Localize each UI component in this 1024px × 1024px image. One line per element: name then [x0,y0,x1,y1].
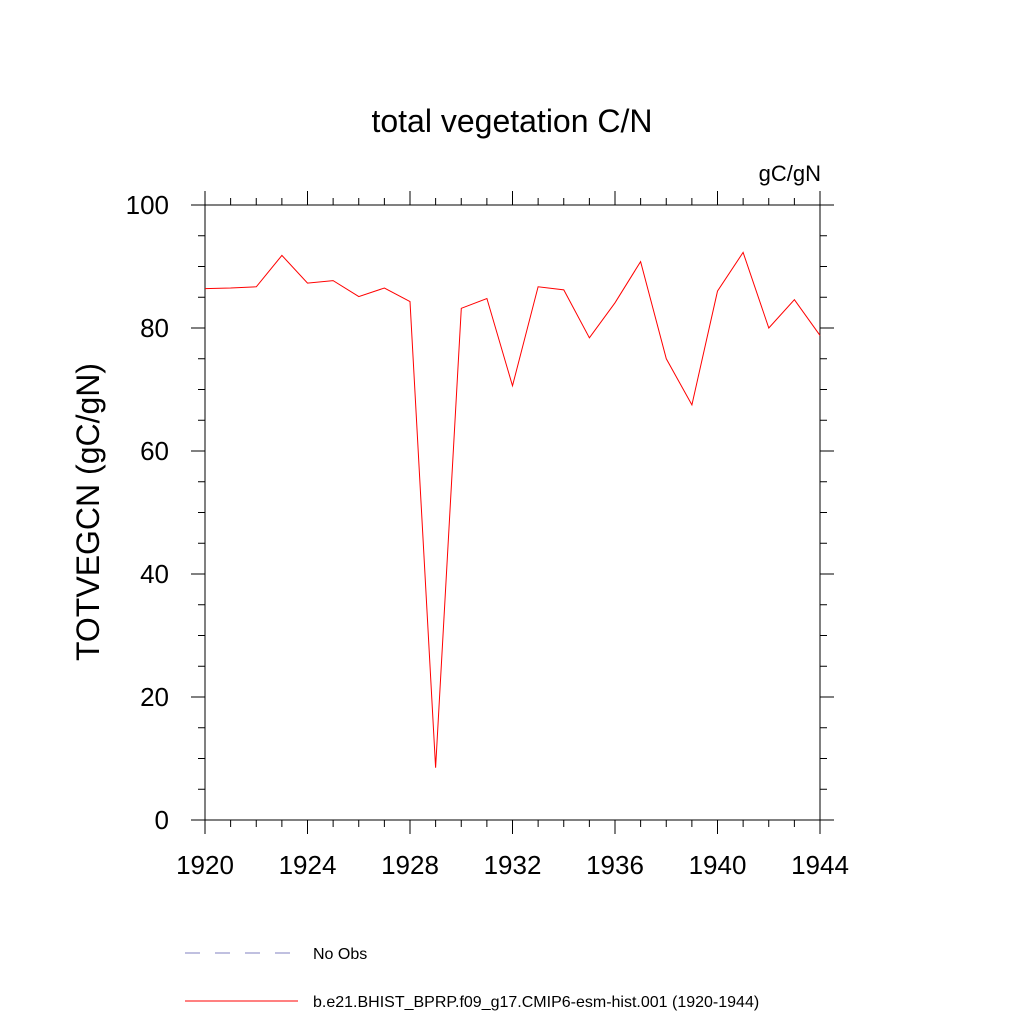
legend-label-0: No Obs [313,946,367,963]
y-axis-label: TOTVEGCN (gC/gN) [70,363,106,661]
x-tick-label: 1932 [484,850,542,880]
x-tick-label: 1944 [791,850,849,880]
y-tick-label: 80 [140,313,169,343]
series-line-0 [204,251,821,768]
axes: 1920 1924 1928 1932 1936 1940 1944 0 20 40 60 80 100 [126,190,849,880]
chart-title: total vegetation C/N [371,103,652,139]
x-tick-label: 1928 [381,850,439,880]
x-tick-label: 1936 [586,850,644,880]
units-label: gC/gN [759,161,821,186]
y-tick-label: 20 [140,682,169,712]
x-tick-label: 1940 [689,850,747,880]
legend: No Obs b.e21.BHIST_BPRP.f09_g17.CMIP6-esm… [185,946,759,1011]
series-layer [204,251,821,768]
legend-label-1: b.e21.BHIST_BPRP.f09_g17.CMIP6-esm-hist.… [313,994,759,1011]
x-tick-label: 1924 [279,850,337,880]
y-tick-label: 0 [155,805,169,835]
plot-frame [204,204,821,821]
y-tick-label: 40 [140,559,169,589]
x-tick-label: 1920 [176,850,234,880]
y-tick-label: 100 [126,190,169,220]
y-tick-label: 60 [140,436,169,466]
